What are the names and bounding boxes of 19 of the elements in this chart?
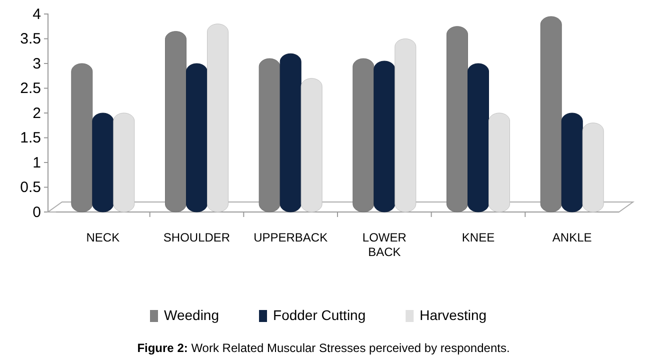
x-tick-label: SHOULDER: [163, 230, 230, 244]
legend-label: Weeding: [164, 307, 220, 323]
y-tick-label: 3: [32, 55, 41, 72]
y-tick-label: 0.5: [20, 179, 41, 196]
caption: Figure 2: Work Related Muscular Stresses perceived by respondents.: [137, 341, 510, 355]
y-tick-label: 2.5: [20, 80, 41, 98]
y-tick-label: 0: [32, 204, 41, 221]
y-tick-label: 3.5: [20, 30, 41, 48]
y-tick-label: 2: [32, 104, 41, 122]
y-tick-label: 1.5: [20, 130, 41, 147]
y-tick-label: 1: [32, 154, 41, 172]
legend-label: Harvesting: [420, 307, 487, 323]
x-tick-label: UPPERBACK: [254, 230, 328, 244]
legend-label: Fodder Cutting: [273, 307, 366, 323]
x-tick-label: NECK: [86, 230, 120, 244]
x-tick-label: ANKLE: [552, 230, 592, 244]
x-tick-label: LOWER BACK: [362, 230, 407, 259]
y-tick-label: 4: [32, 6, 41, 23]
x-tick-label: KNEE: [462, 230, 495, 244]
